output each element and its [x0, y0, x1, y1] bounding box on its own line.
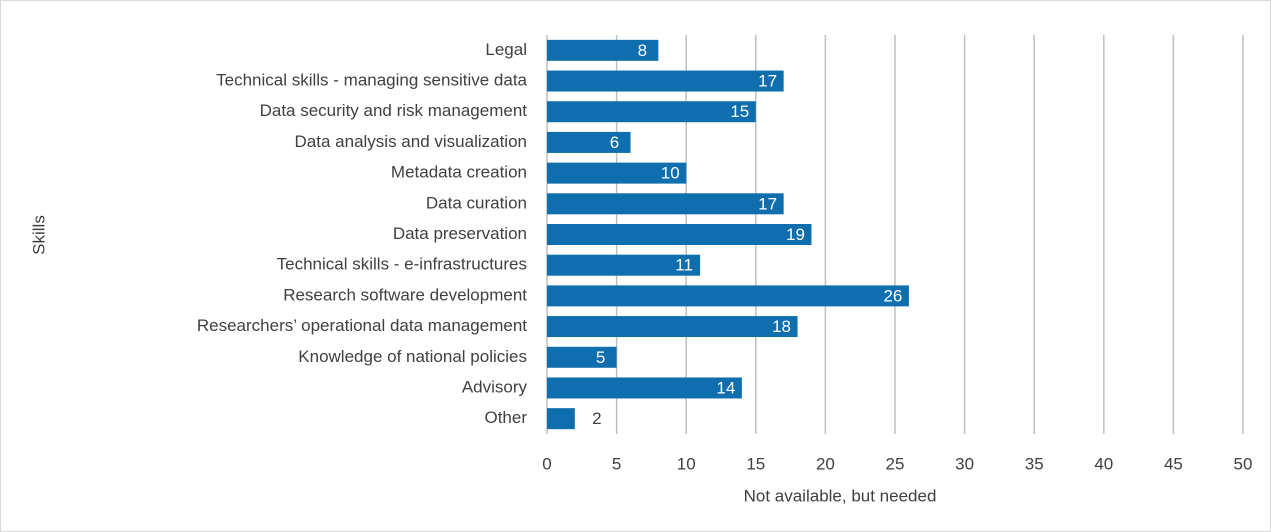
- y-tick-label: Knowledge of national policies: [298, 347, 527, 366]
- bar: [547, 162, 687, 184]
- data-label: 2: [592, 409, 601, 428]
- data-label: 10: [661, 164, 680, 183]
- y-tick-label: Data analysis and visualization: [295, 132, 527, 151]
- bar: [547, 101, 756, 123]
- x-tick-label: 25: [886, 454, 905, 473]
- data-label: 17: [758, 194, 777, 213]
- data-label: 26: [883, 286, 902, 305]
- x-axis-title: Not available, but needed: [744, 486, 937, 505]
- data-label: 18: [772, 317, 791, 336]
- data-label: 6: [610, 133, 619, 152]
- y-tick-label: Data curation: [426, 193, 527, 212]
- data-label: 5: [596, 348, 605, 367]
- x-tick-label: 15: [746, 454, 765, 473]
- y-tick-label: Legal: [485, 40, 527, 59]
- y-tick-label: Data security and risk management: [260, 101, 528, 120]
- y-tick-label: Data preservation: [393, 224, 527, 243]
- data-label: 19: [786, 225, 805, 244]
- x-tick-label: 5: [612, 454, 621, 473]
- bar: [547, 224, 812, 245]
- bar: [547, 316, 798, 338]
- data-label: 15: [730, 102, 749, 121]
- data-label: 11: [675, 256, 693, 275]
- x-tick-label: 20: [816, 454, 835, 473]
- x-tick-label: 35: [1025, 454, 1044, 473]
- y-tick-label: Metadata creation: [391, 163, 527, 182]
- bar: [547, 285, 909, 307]
- y-axis-title: Skills: [29, 215, 48, 255]
- y-tick-label: Technical skills - managing sensitive da…: [216, 71, 527, 90]
- y-tick-label: Technical skills - e-infrastructures: [277, 255, 527, 274]
- bar: [547, 254, 701, 276]
- bar: [547, 346, 617, 368]
- bar: [547, 408, 575, 430]
- x-tick-label: 50: [1234, 454, 1253, 473]
- bar: [547, 70, 784, 92]
- bar: [547, 131, 631, 153]
- y-tick-label: Researchers’ operational data management: [197, 316, 527, 335]
- x-tick-label: 0: [542, 454, 551, 473]
- x-tick-label: 30: [955, 454, 974, 473]
- y-tick-label: Other: [484, 408, 527, 427]
- bar: [547, 39, 659, 61]
- y-tick-label: Advisory: [462, 377, 528, 396]
- x-tick-label: 10: [677, 454, 696, 473]
- data-label: 17: [758, 72, 777, 91]
- bar: [547, 193, 784, 215]
- data-label: 14: [716, 378, 735, 397]
- x-tick-label: 45: [1164, 454, 1183, 473]
- bar: [547, 377, 742, 399]
- x-tick-label: 40: [1094, 454, 1113, 473]
- data-label: 8: [638, 41, 647, 60]
- y-tick-label: Research software development: [283, 285, 527, 304]
